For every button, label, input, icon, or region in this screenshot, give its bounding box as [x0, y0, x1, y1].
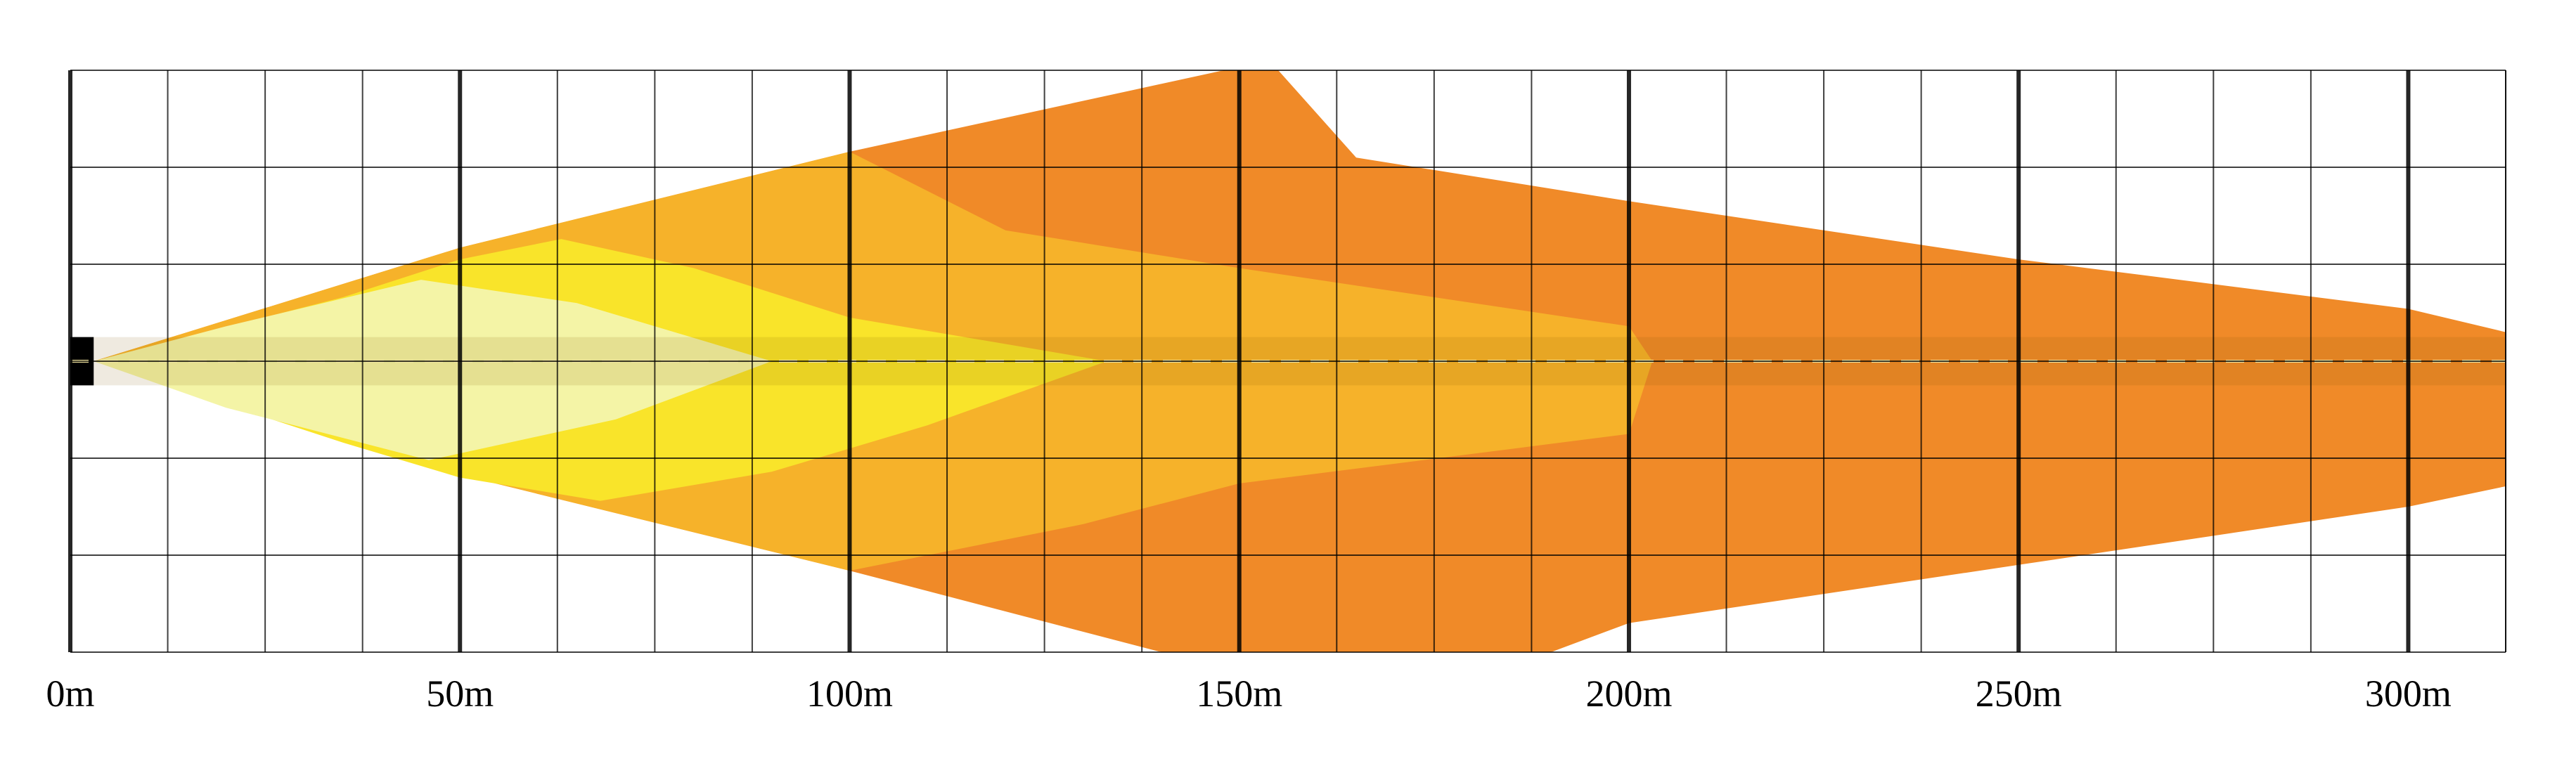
x-tick-label: 150m — [1196, 673, 1282, 715]
x-tick-label: 100m — [806, 673, 893, 715]
x-tick-label: 200m — [1585, 673, 1672, 715]
x-tick-label: 250m — [1976, 673, 2062, 715]
x-tick-label: 300m — [2365, 673, 2452, 715]
x-tick-label: 0m — [46, 673, 94, 715]
x-tick-label: 50m — [426, 673, 494, 715]
beam-area-4 — [94, 280, 772, 460]
x-tick-labels: 0m 50m 100m 150m 200m 250m 300m — [46, 673, 2451, 715]
grid — [68, 70, 2506, 653]
